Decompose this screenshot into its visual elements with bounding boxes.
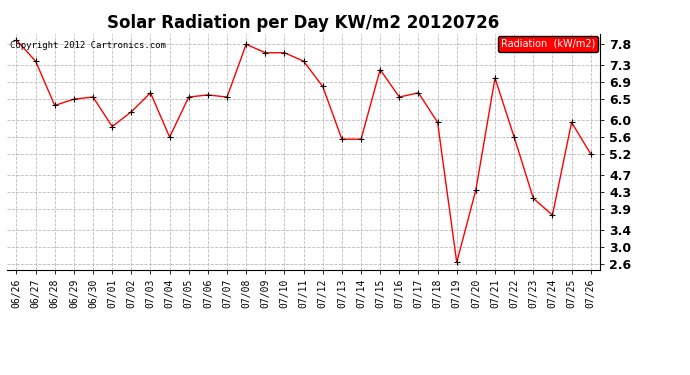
Legend: Radiation  (kW/m2): Radiation (kW/m2) bbox=[498, 36, 598, 51]
Text: Copyright 2012 Cartronics.com: Copyright 2012 Cartronics.com bbox=[10, 41, 166, 50]
Title: Solar Radiation per Day KW/m2 20120726: Solar Radiation per Day KW/m2 20120726 bbox=[108, 14, 500, 32]
